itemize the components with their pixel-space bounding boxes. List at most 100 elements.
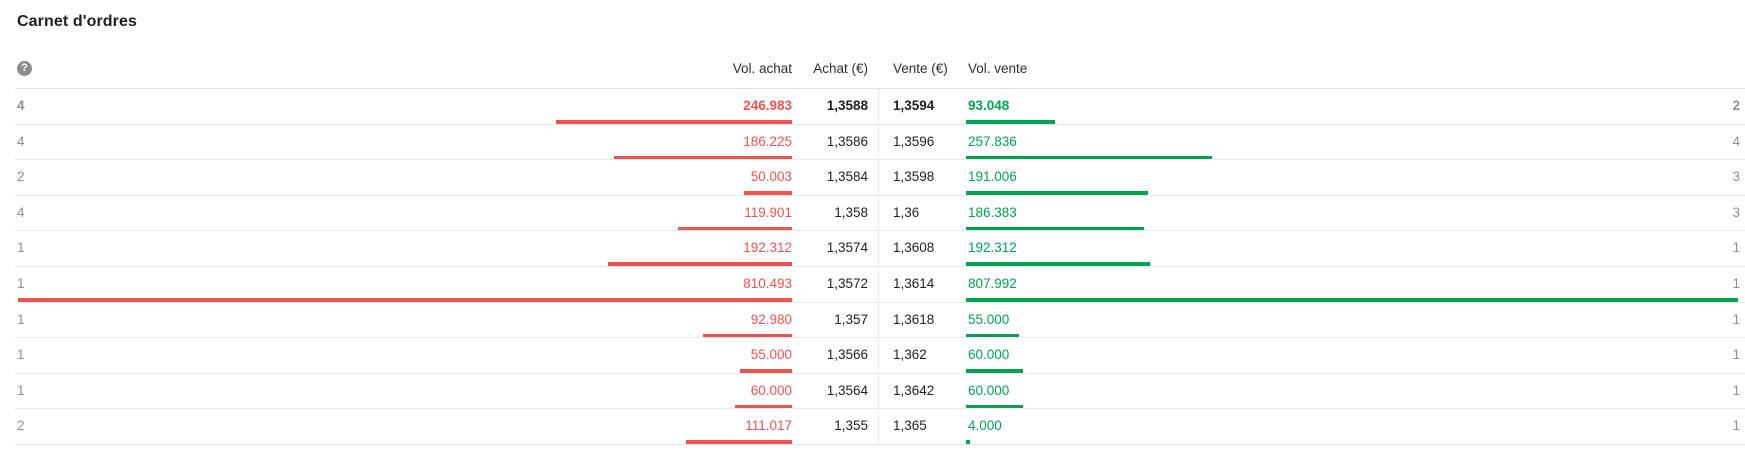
sell-orders-count: 3	[1732, 169, 1740, 185]
sell-price[interactable]: 1,36	[893, 204, 920, 220]
sell-price[interactable]: 1,3594	[893, 98, 935, 113]
sell-volume-bar	[966, 369, 1024, 373]
row-divider	[15, 337, 1745, 339]
buy-price[interactable]: 1,3564	[826, 382, 868, 398]
column-header-buy-price: Achat (€)	[813, 61, 868, 76]
sell-volume: 257.836	[968, 133, 1017, 149]
buy-price[interactable]: 1,3588	[826, 98, 868, 113]
buy-orders-count: 1	[17, 311, 25, 327]
buy-volume: 55.000	[750, 347, 792, 363]
buy-price[interactable]: 1,355	[834, 418, 868, 434]
panel-title: Carnet d'ordres	[17, 13, 137, 30]
sell-volume-bar	[966, 404, 1024, 409]
header-divider	[15, 88, 1745, 89]
buy-volume: 50.003	[750, 169, 792, 185]
row-divider	[15, 443, 1745, 445]
buy-orders-count: 2	[17, 418, 25, 434]
help-icon[interactable]: ?	[17, 61, 32, 76]
sell-orders-count: 1	[1732, 240, 1740, 256]
sell-orders-count: 4	[1732, 133, 1740, 149]
sell-volume: 807.992	[968, 275, 1017, 291]
row-divider	[15, 301, 1745, 303]
order-book-row[interactable]: 1 810.493 1,3572 1,3614 807.992 1	[0, 267, 1745, 303]
column-header-buy-volume: Vol. achat	[732, 61, 792, 76]
row-divider	[15, 408, 1745, 410]
sell-price[interactable]: 1,3642	[893, 382, 935, 398]
buy-volume: 192.312	[743, 240, 792, 256]
sell-orders-count: 1	[1732, 311, 1740, 327]
buy-orders-count: 1	[17, 275, 25, 291]
buy-volume-bar	[556, 120, 792, 124]
buy-orders-count: 2	[17, 169, 25, 185]
order-book-row[interactable]: 1 60.000 1,3564 1,3642 60.000 1	[0, 374, 1745, 410]
sell-volume: 55.000	[968, 311, 1010, 327]
buy-volume-bar	[744, 191, 792, 195]
buy-price[interactable]: 1,3566	[826, 347, 868, 363]
sell-price[interactable]: 1,3598	[893, 169, 935, 185]
column-headers: Vol. achat Achat (€) Vente (€) Vol. vent…	[0, 61, 1745, 79]
order-book-row[interactable]: 4 246.983 1,3588 1,3594 93.048 2	[0, 89, 1745, 125]
order-book-row[interactable]: 1 192.312 1,3574 1,3608 192.312 1	[0, 231, 1745, 267]
buy-price[interactable]: 1,3572	[826, 275, 868, 291]
sell-volume-bar	[966, 191, 1149, 195]
bid-ask-divider	[878, 89, 879, 445]
sell-price[interactable]: 1,3618	[893, 311, 935, 327]
buy-orders-count: 1	[17, 382, 25, 398]
column-header-sell-price: Vente (€)	[893, 61, 948, 76]
order-book-row[interactable]: 2 111.017 1,355 1,365 4.000 1	[0, 409, 1745, 445]
order-book-row[interactable]: 1 55.000 1,3566 1,362 60.000 1	[0, 338, 1745, 374]
sell-volume: 191.006	[968, 169, 1017, 185]
sell-price[interactable]: 1,3596	[893, 133, 935, 149]
buy-price[interactable]: 1,3574	[826, 240, 868, 256]
buy-volume-bar	[686, 440, 792, 444]
row-divider	[15, 123, 1745, 125]
sell-orders-count: 1	[1732, 382, 1740, 398]
buy-price[interactable]: 1,358	[834, 204, 868, 220]
sell-orders-count: 3	[1732, 204, 1740, 220]
order-book-row[interactable]: 1 92.980 1,357 1,3618 55.000 1	[0, 303, 1745, 339]
sell-volume: 60.000	[968, 382, 1010, 398]
sell-orders-count: 1	[1732, 275, 1740, 291]
sell-volume: 60.000	[968, 347, 1010, 363]
sell-volume-bar	[966, 226, 1144, 231]
order-book-row[interactable]: 4 119.901 1,358 1,36 186.383 3	[0, 196, 1745, 232]
buy-volume-bar	[703, 333, 792, 338]
row-divider	[15, 372, 1745, 374]
sell-volume: 4.000	[968, 418, 1002, 434]
buy-volume: 810.493	[743, 275, 792, 291]
order-book-rows: 4 246.983 1,3588 1,3594 93.048 2 4 186.2…	[0, 89, 1745, 445]
column-header-sell-volume: Vol. vente	[968, 61, 1028, 76]
buy-orders-count: 1	[17, 347, 25, 363]
sell-orders-count: 1	[1732, 347, 1740, 363]
sell-price[interactable]: 1,362	[893, 347, 927, 363]
order-book-row[interactable]: 4 186.225 1,3586 1,3596 257.836 4	[0, 125, 1745, 161]
buy-volume-bar	[677, 226, 792, 231]
row-divider	[15, 159, 1745, 161]
sell-volume-bar	[966, 262, 1150, 266]
sell-price[interactable]: 1,365	[893, 418, 927, 434]
buy-volume: 92.980	[750, 311, 792, 327]
buy-volume: 246.983	[743, 98, 792, 113]
sell-volume-bar	[966, 155, 1213, 160]
sell-price[interactable]: 1,3608	[893, 240, 935, 256]
sell-orders-count: 2	[1732, 98, 1740, 113]
row-divider	[15, 194, 1745, 196]
sell-volume-bar	[966, 298, 1738, 302]
buy-price[interactable]: 1,3584	[826, 169, 868, 185]
sell-volume-bar	[966, 333, 1019, 338]
sell-price[interactable]: 1,3614	[893, 275, 935, 291]
row-divider	[15, 265, 1745, 267]
buy-price[interactable]: 1,357	[834, 311, 868, 327]
order-book-row[interactable]: 2 50.003 1,3584 1,3598 191.006 3	[0, 160, 1745, 196]
buy-volume: 60.000	[750, 382, 792, 398]
buy-orders-count: 4	[17, 204, 25, 220]
sell-volume-bar	[966, 120, 1055, 124]
buy-volume: 111.017	[745, 418, 792, 434]
buy-orders-count: 1	[17, 240, 25, 256]
buy-orders-count: 4	[17, 133, 25, 149]
sell-volume: 93.048	[968, 98, 1010, 113]
sell-volume-bar	[966, 440, 970, 444]
buy-volume-bar	[614, 155, 792, 160]
buy-price[interactable]: 1,3586	[826, 133, 868, 149]
